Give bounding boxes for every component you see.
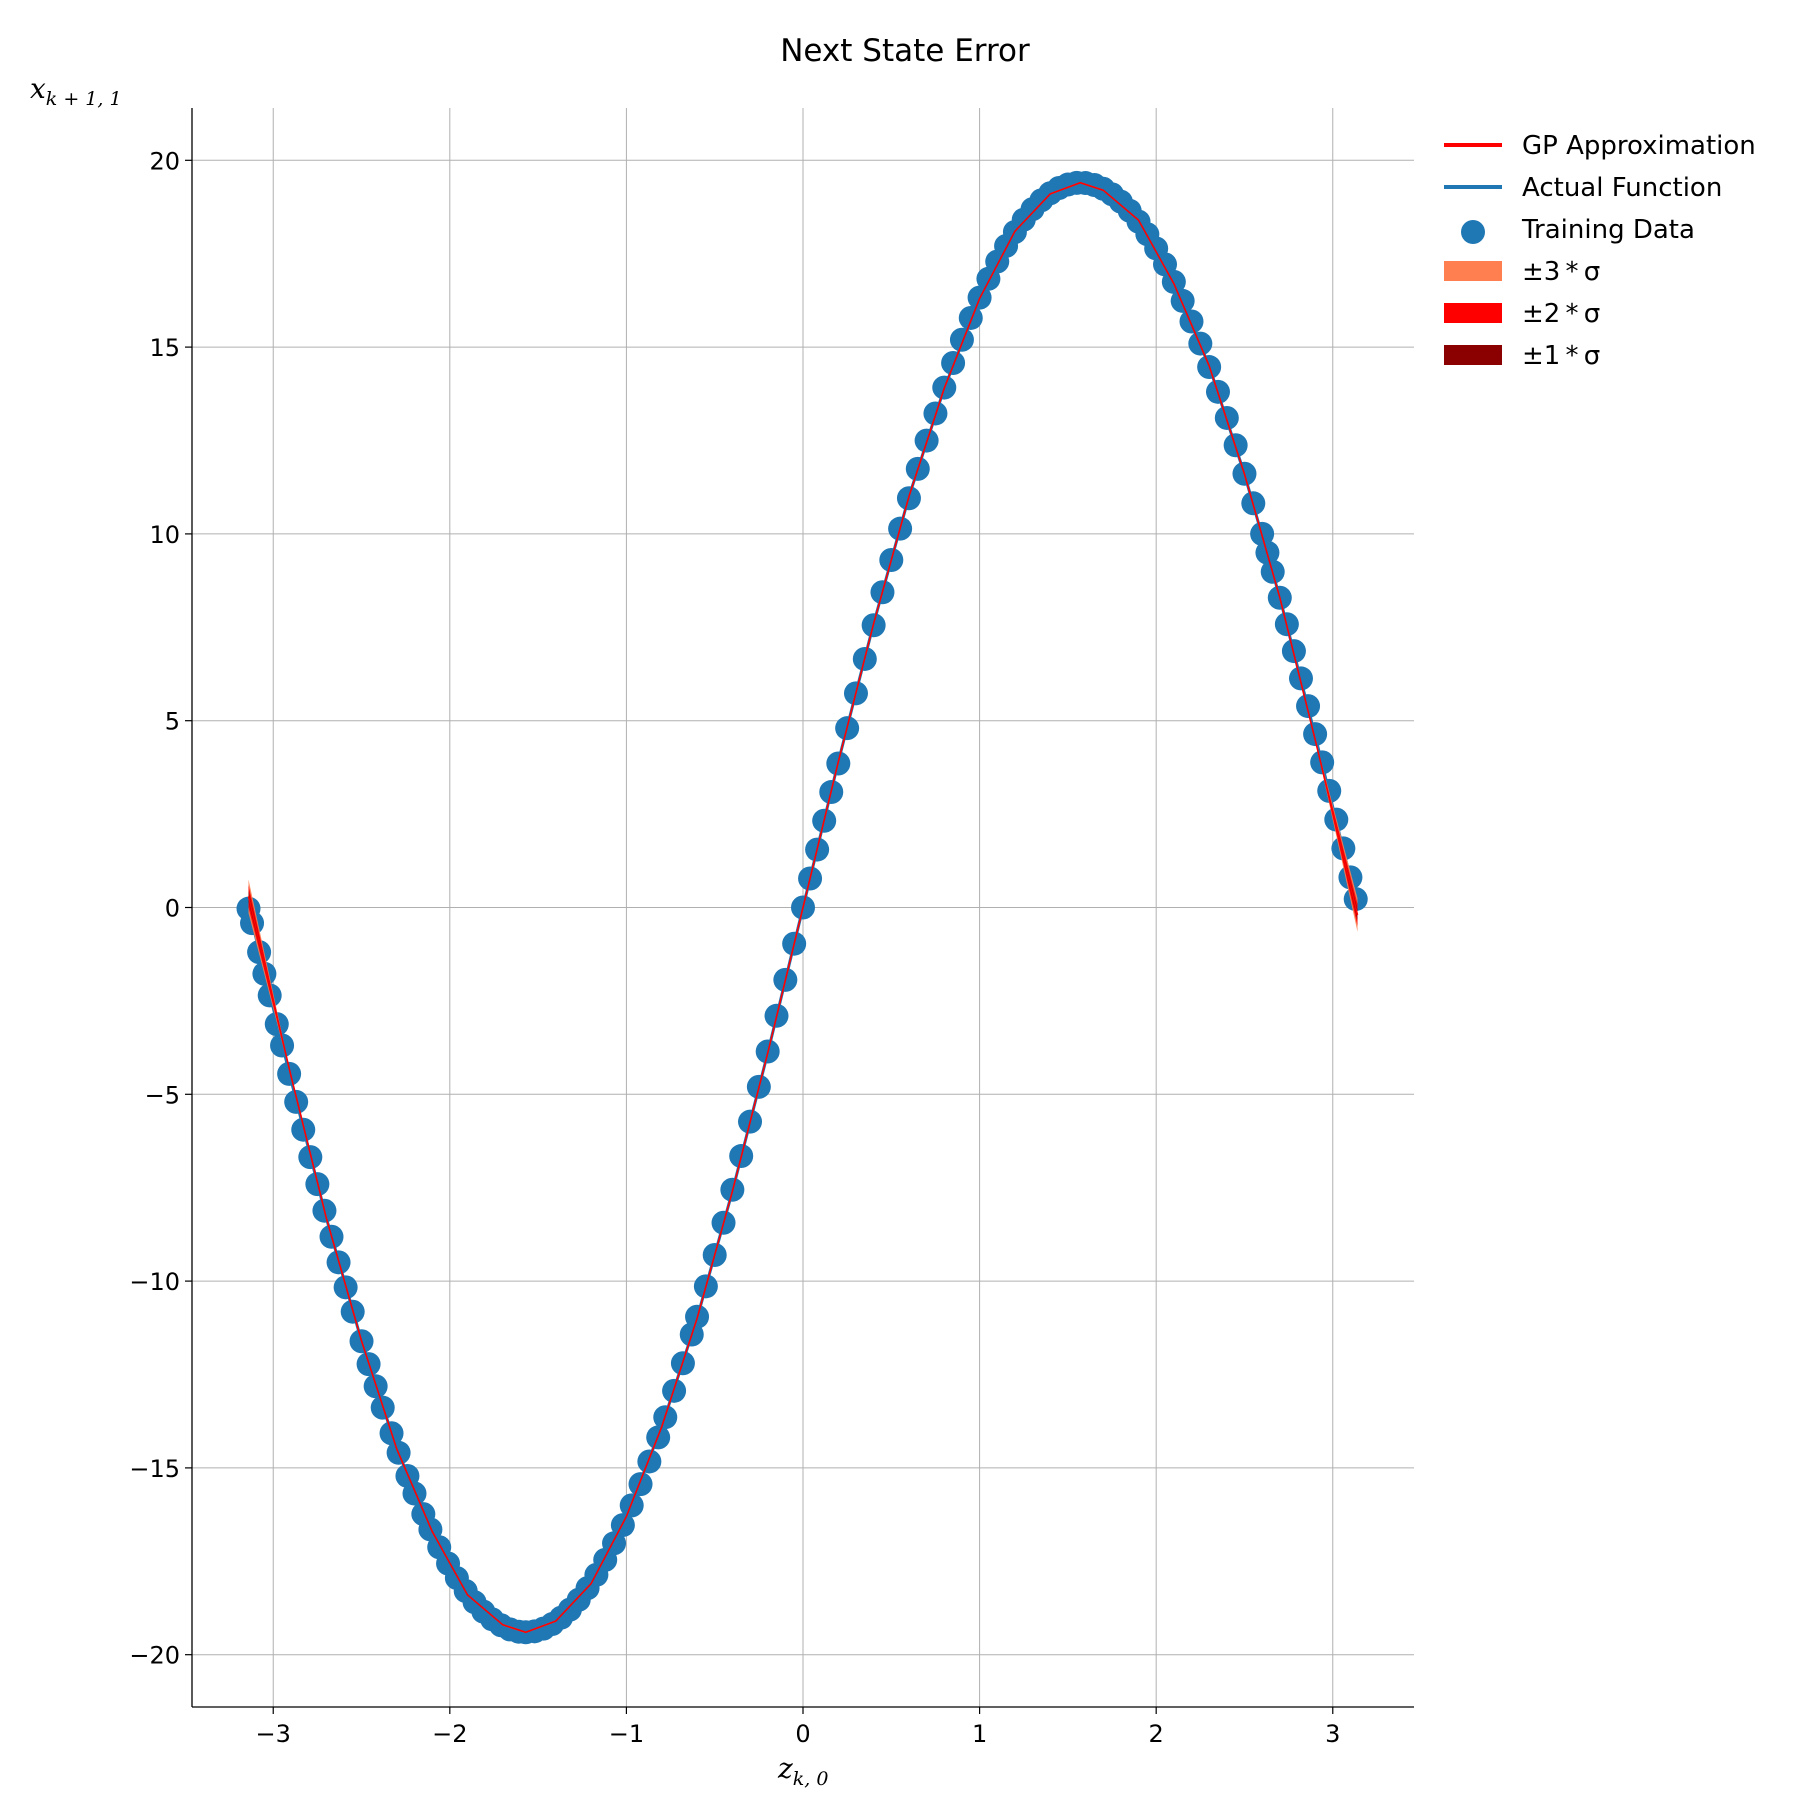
training-point (619, 1493, 644, 1518)
legend-item: Actual Function (1444, 173, 1722, 203)
plot-area (236, 170, 1368, 1645)
legend-item: ±1 * σ (1444, 341, 1600, 371)
legend-patch-swatch (1444, 261, 1502, 281)
training-point (1296, 694, 1321, 719)
legend-label: GP Approximation (1522, 131, 1756, 161)
training-point (1317, 778, 1342, 803)
grid (192, 108, 1414, 1707)
y-ticks: 20 15 10 5 0 −5 −10 −15 −20 (129, 147, 192, 1670)
x-axis-label-subscript: k, 0 (793, 1768, 829, 1790)
legend-marker-swatch (1461, 220, 1485, 244)
training-point (949, 327, 974, 352)
legend-label: ±3 * σ (1522, 257, 1600, 287)
training-point (1179, 309, 1204, 334)
training-point (1303, 722, 1328, 747)
legend-patch-swatch (1444, 345, 1502, 365)
x-tick-label: 1 (972, 1720, 987, 1748)
training-point (1170, 288, 1195, 313)
legend-label: Training Data (1521, 215, 1695, 245)
x-tick-label: −2 (432, 1720, 467, 1748)
y-tick-label: −5 (145, 1081, 180, 1109)
y-axis-label: xk + 1, 1 (30, 72, 122, 110)
training-point (298, 1145, 323, 1170)
legend-label: ±1 * σ (1522, 341, 1600, 371)
y-tick-label: −20 (129, 1642, 180, 1670)
legend-label: Actual Function (1522, 173, 1722, 203)
training-point (270, 1033, 295, 1058)
training-point (637, 1449, 662, 1474)
x-tick-label: −1 (609, 1720, 644, 1748)
training-point (941, 350, 966, 375)
training-point (402, 1481, 427, 1506)
training-point (602, 1531, 627, 1556)
training-point (610, 1513, 635, 1538)
legend-item: ±2 * σ (1444, 299, 1600, 329)
x-tick-label: 3 (1325, 1720, 1340, 1748)
training-point (418, 1517, 443, 1542)
y-axis-label-subscript: k + 1, 1 (46, 88, 122, 110)
series-gp-approximation (247, 181, 1359, 1634)
x-tick-label: −3 (256, 1720, 291, 1748)
training-point (1310, 750, 1335, 775)
legend-patch-swatch (1444, 303, 1502, 323)
y-tick-label: 0 (165, 895, 180, 923)
y-tick-label: 15 (149, 334, 180, 362)
y-tick-label: −15 (129, 1455, 180, 1483)
y-tick-label: 10 (149, 521, 180, 549)
y-tick-label: −10 (129, 1268, 180, 1296)
training-point (277, 1061, 302, 1086)
training-point (257, 983, 282, 1008)
x-tick-label: 2 (1149, 1720, 1164, 1748)
x-tick-label: 0 (795, 1720, 810, 1748)
training-point (1288, 666, 1313, 691)
legend: GP Approximation Actual Function Training … (1444, 131, 1756, 371)
y-tick-label: 5 (165, 708, 180, 736)
training-point (628, 1472, 653, 1497)
y-tick-label: 20 (149, 147, 180, 175)
training-point (958, 305, 983, 330)
legend-item: Training Data (1461, 215, 1695, 245)
legend-label: ±2 * σ (1522, 299, 1600, 329)
training-point (284, 1089, 309, 1114)
legend-item: ±3 * σ (1444, 257, 1600, 287)
training-point (291, 1117, 316, 1142)
legend-item: GP Approximation (1444, 131, 1756, 161)
chart-title: Next State Error (780, 33, 1030, 69)
training-point (1161, 269, 1186, 294)
x-ticks: −3 −2 −1 0 1 2 3 (256, 1707, 1340, 1748)
training-point (264, 1012, 289, 1037)
x-axis-label: zk, 0 (777, 1752, 828, 1790)
